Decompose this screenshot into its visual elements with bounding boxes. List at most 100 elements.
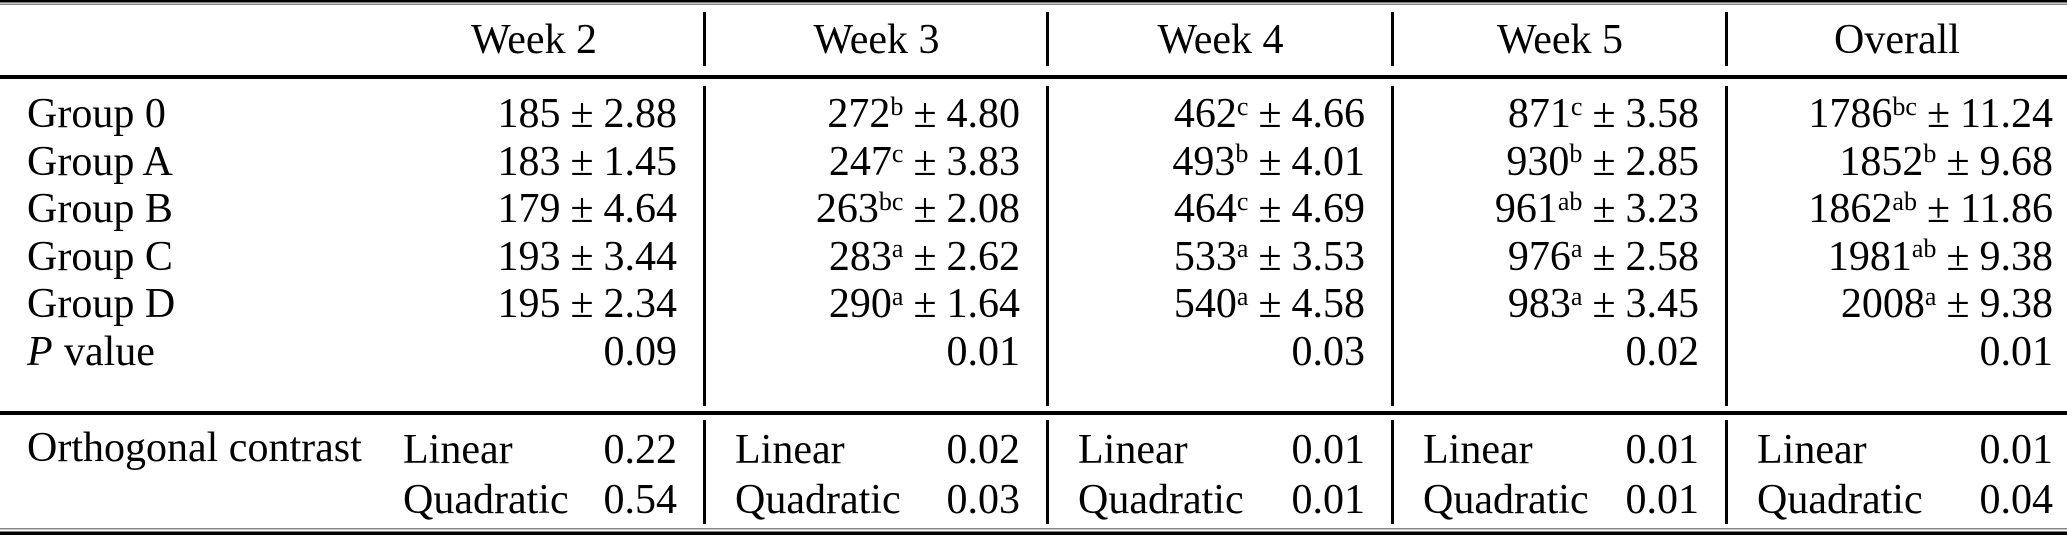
column-separator-line: [703, 86, 706, 406]
sem-value: 3.53: [1291, 233, 1366, 280]
empty-label-cell: [0, 475, 363, 525]
row-label: Group D: [27, 281, 176, 328]
data-cell: 871c ±3.58: [1393, 91, 1727, 139]
data-cell: 1852b ±9.68: [1727, 139, 2067, 187]
mean-value: 493: [1172, 138, 1236, 185]
column-separator-line: [1046, 420, 1049, 524]
p-value-cell: 0.01: [1979, 328, 2054, 375]
mean-value: 1786: [1808, 91, 1893, 137]
mean-value: 263: [815, 186, 879, 233]
data-cell: 1981ab ±9.38: [1727, 234, 2067, 282]
mean-value: 930: [1506, 138, 1570, 185]
sem-value: 2.34: [603, 281, 678, 328]
contrast-cell: Linear 0.01: [1048, 425, 1393, 475]
quadratic-value: 0.04: [1979, 477, 2054, 523]
column-separator-line: [1725, 420, 1728, 524]
mean-value: 290: [828, 281, 892, 328]
sem-value: 4.01: [1291, 138, 1366, 185]
significance-superscript: bc: [878, 186, 904, 216]
plus-minus-sign: ±: [570, 233, 594, 280]
plus-minus-sign: ±: [1258, 233, 1282, 280]
sem-value: 4.64: [603, 186, 678, 233]
mean-value: 961: [1494, 186, 1558, 233]
linear-label: Linear: [403, 427, 513, 473]
table-header-row: Week 2 Week 3 Week 4 Week 5 Overall: [0, 5, 2067, 75]
mean-value: 179: [497, 186, 561, 233]
plus-minus-sign: ±: [913, 138, 937, 185]
sem-value: 9.68: [1979, 138, 2054, 185]
mean-value: 2008: [1840, 281, 1925, 328]
data-cell: 540a ±4.58: [1048, 281, 1393, 329]
header-separator-rule: [0, 75, 2067, 79]
quadratic-label: Quadratic: [1078, 477, 1244, 523]
quadratic-value: 0.54: [603, 477, 678, 523]
data-cell: 272b ±4.80: [705, 91, 1048, 139]
mean-value: 540: [1173, 281, 1237, 328]
plus-minus-sign: ±: [570, 281, 594, 328]
plus-minus-sign: ±: [913, 233, 937, 280]
plus-minus-sign: ±: [1946, 233, 1970, 280]
sem-value: 3.58: [1625, 91, 1700, 137]
linear-label: Linear: [1423, 427, 1533, 473]
p-value-cell: 0.03: [1291, 328, 1366, 375]
mean-value: 183: [497, 138, 561, 185]
significance-superscript: a: [1570, 234, 1583, 264]
column-header-week4: Week 4: [1157, 17, 1284, 63]
quadratic-label: Quadratic: [1757, 477, 1923, 523]
column-separator-line: [1046, 12, 1049, 66]
column-separator-line: [1391, 86, 1394, 406]
linear-value: 0.01: [1625, 427, 1700, 473]
mean-value: 185: [497, 91, 561, 137]
sem-value: 1.64: [946, 281, 1021, 328]
mean-value: 1852: [1839, 138, 1924, 185]
row-label: Group 0: [27, 91, 166, 137]
quadratic-label: Quadratic: [735, 477, 901, 523]
mean-value: 976: [1507, 233, 1571, 280]
mean-value: 462: [1173, 91, 1237, 137]
sem-value: 2.58: [1625, 233, 1700, 280]
p-value-cell: 0.02: [1625, 328, 1700, 375]
data-cell: 290a ±1.64: [705, 281, 1048, 329]
data-cell: 283a ±2.62: [705, 234, 1048, 282]
plus-minus-sign: ±: [1258, 91, 1282, 137]
orthogonal-contrast-label: Orthogonal contrast: [27, 425, 362, 471]
significance-superscript: ab: [1892, 186, 1917, 216]
plus-minus-sign: ±: [570, 138, 594, 185]
plus-minus-sign: ±: [1258, 186, 1282, 233]
data-cell: 1862ab ±11.86: [1727, 186, 2067, 234]
data-cell: 263bc ±2.08: [705, 186, 1048, 234]
plus-minus-sign: ±: [913, 281, 937, 328]
significance-superscript: bc: [1892, 91, 1917, 121]
row-label: Group A: [27, 138, 173, 185]
sem-value: 4.58: [1291, 281, 1366, 328]
column-separator-line: [1046, 86, 1049, 406]
p-value-cell: 0.01: [946, 328, 1021, 375]
plus-minus-sign: ±: [1926, 186, 1951, 233]
significance-superscript: a: [1236, 281, 1249, 311]
row-label: Group C: [27, 233, 173, 280]
data-cell: 2008a ±9.38: [1727, 281, 2067, 329]
significance-superscript: c: [1236, 91, 1249, 121]
contrast-cell: Linear 0.22: [363, 425, 705, 475]
sem-value: 3.23: [1625, 186, 1700, 233]
data-cell: 195 ±2.34: [363, 281, 705, 329]
contrast-cell: Quadratic 0.54: [363, 475, 705, 525]
linear-label: Linear: [735, 427, 845, 473]
significance-superscript: b: [1569, 139, 1583, 169]
sem-value: 3.45: [1625, 281, 1700, 328]
data-cell: 185 ±2.88: [363, 91, 705, 139]
column-separator-line: [1391, 12, 1394, 66]
data-cell: 464c ±4.69: [1048, 186, 1393, 234]
contrast-cell: Quadratic 0.01: [1048, 475, 1393, 525]
sem-value: 2.62: [946, 233, 1021, 280]
header-empty-cell: [0, 5, 363, 75]
data-cell: 193 ±3.44: [363, 234, 705, 282]
mean-value: 871: [1507, 91, 1571, 137]
significance-superscript: a: [891, 234, 904, 264]
sem-value: 11.24: [1960, 91, 2053, 137]
data-cell: 183 ±1.45: [363, 139, 705, 187]
data-cell: 493b ±4.01: [1048, 139, 1393, 187]
column-separator-line: [703, 12, 706, 66]
significance-superscript: b: [1235, 139, 1249, 169]
